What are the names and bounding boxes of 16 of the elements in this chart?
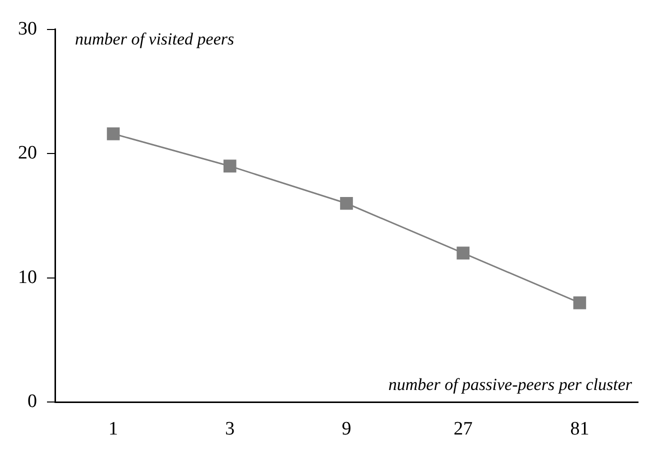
y-tick-label: 10 xyxy=(18,266,37,288)
x-tick-label: 3 xyxy=(225,418,235,440)
y-tick-label: 0 xyxy=(28,391,37,412)
point xyxy=(106,127,120,140)
point xyxy=(456,246,470,260)
x-tick-label: 1 xyxy=(108,418,118,440)
x-tick-label: 81 xyxy=(570,418,590,440)
x-tick-label: 27 xyxy=(454,418,473,440)
x-tick-label: 9 xyxy=(342,418,352,440)
point xyxy=(223,160,236,172)
y-tick-label: 20 xyxy=(18,142,37,164)
x-axis-title: number of passive-peers per cluster xyxy=(388,375,632,394)
y-axis-title: number of visited peers xyxy=(75,29,234,48)
point xyxy=(340,196,353,210)
y-tick-label: 30 xyxy=(18,18,37,40)
point xyxy=(573,296,586,310)
